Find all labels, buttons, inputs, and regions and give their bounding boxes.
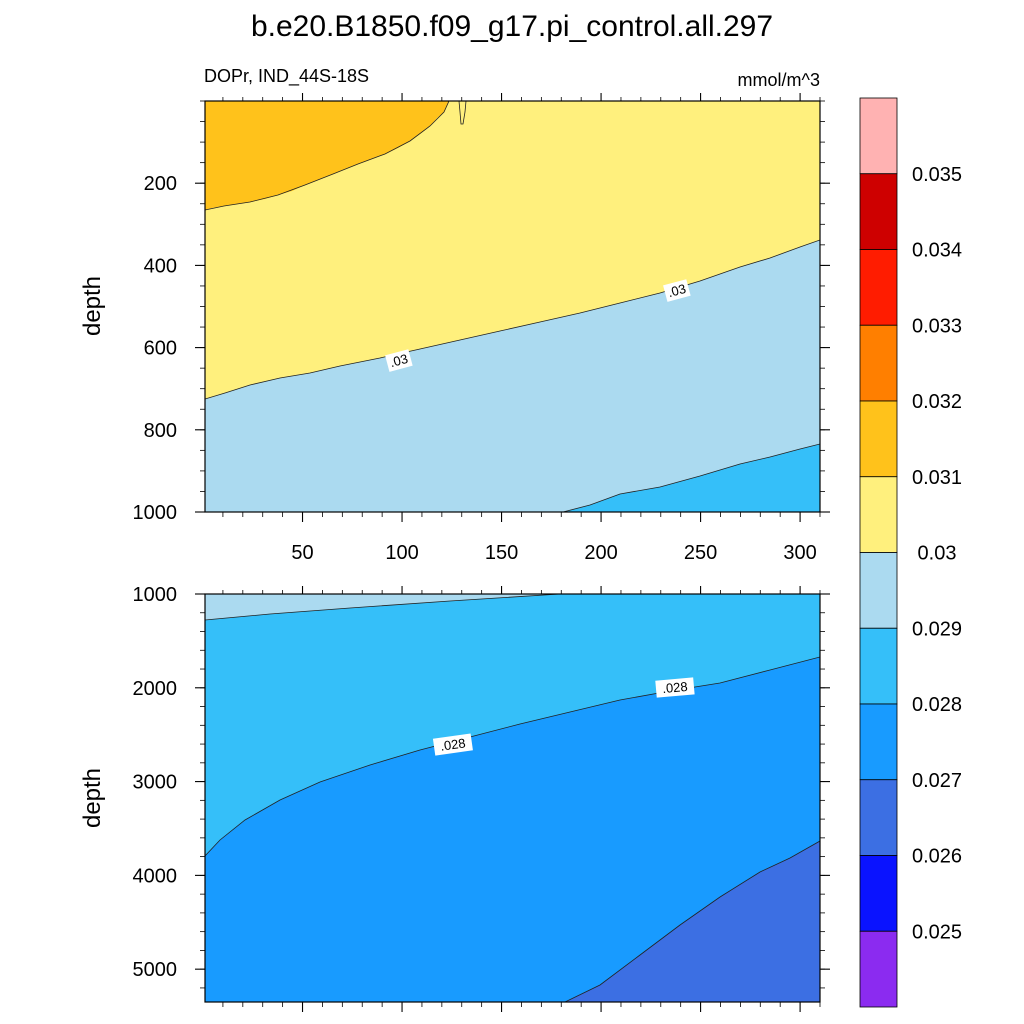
x-tick-label: 100 bbox=[385, 542, 418, 564]
y-tick-label: 1000 bbox=[133, 584, 178, 606]
y-tick-label: 4000 bbox=[133, 865, 178, 887]
contour-line-upper-030 bbox=[205, 239, 820, 400]
colorbar-label: 0.034 bbox=[912, 240, 962, 262]
y-tick-label: 2000 bbox=[133, 678, 178, 700]
contour-label-upper-a-text: .03 bbox=[388, 351, 409, 370]
colorbar-box bbox=[859, 703, 898, 781]
y-tick-label: 600 bbox=[144, 338, 177, 360]
contour-line-lower-029 bbox=[205, 594, 561, 621]
y-tick-label: 1000 bbox=[133, 502, 178, 524]
x-tick-label: 150 bbox=[485, 542, 518, 564]
x-tick-label: 300 bbox=[783, 542, 816, 564]
region-upper-3 bbox=[563, 444, 820, 512]
colorbar: 0.035 0.034 0.033 0.032 0.031 0.03 0.029 0.028 0… bbox=[859, 97, 962, 1008]
contour-label-lower-a-text: .028 bbox=[439, 735, 466, 753]
colorbar-box bbox=[859, 249, 898, 326]
region-upper-1 bbox=[205, 101, 449, 210]
lower-frame bbox=[204, 593, 821, 1003]
colorbar-box bbox=[859, 97, 898, 175]
colorbar-label: 0.031 bbox=[912, 467, 962, 489]
contour-label-lower-b-text: .028 bbox=[662, 679, 689, 696]
colorbar-box bbox=[859, 930, 898, 1008]
lower-ticks: 1000 2000 3000 4000 5000 bbox=[133, 584, 830, 1012]
colorbar-label: 0.032 bbox=[912, 391, 962, 413]
variable-label: DOPr, IND_44S-18S bbox=[204, 66, 369, 87]
colorbar-box bbox=[859, 476, 898, 553]
colorbar-label: 0.033 bbox=[912, 315, 962, 337]
contour-label-upper-a: .03 bbox=[385, 349, 413, 372]
region-lower-2 bbox=[205, 657, 820, 1002]
contour-line-lower-027 bbox=[564, 840, 820, 1002]
x-tick-label: 50 bbox=[291, 542, 313, 564]
colorbar-box bbox=[859, 855, 898, 932]
contour-line-upper-031 bbox=[205, 101, 450, 211]
upper-y-axis-label: depth bbox=[79, 276, 106, 336]
contour-label-upper-b-text: .03 bbox=[666, 281, 687, 300]
colorbar-label: 0.029 bbox=[912, 618, 962, 640]
colorbar-box bbox=[859, 173, 898, 250]
x-tick-label: 250 bbox=[684, 542, 717, 564]
colorbar-label: 0.027 bbox=[912, 770, 962, 792]
upper-panel: .03 .03 50 100 150 200 250 300 200 400 600 800 100… bbox=[79, 93, 830, 564]
y-tick-label: 800 bbox=[144, 420, 177, 442]
units-label: mmol/m^3 bbox=[738, 70, 820, 90]
region-lower-1 bbox=[205, 594, 560, 620]
colorbar-box bbox=[859, 627, 898, 705]
contour-label-upper-b: .03 bbox=[663, 279, 691, 302]
contour-line-upper-spike bbox=[458, 101, 467, 125]
colorbar-label: 0.028 bbox=[912, 694, 962, 716]
y-tick-label: 3000 bbox=[133, 772, 178, 794]
contour-label-lower-a: .028 bbox=[432, 733, 473, 756]
contour-label-lower-b: .028 bbox=[655, 677, 695, 698]
contour-line-upper-029 bbox=[562, 443, 820, 512]
figure-title: b.e20.B1850.f09_g17.pi_control.all.297 bbox=[251, 10, 773, 43]
x-tick-label: 200 bbox=[584, 542, 617, 564]
colorbar-box bbox=[859, 779, 898, 856]
colorbar-label: 0.025 bbox=[912, 921, 962, 943]
colorbar-box bbox=[859, 324, 898, 402]
colorbar-box bbox=[859, 400, 898, 478]
colorbar-box bbox=[859, 552, 898, 629]
lower-panel: .028 .028 1000 2000 3000 4000 5000 depth bbox=[79, 584, 830, 1012]
y-tick-label: 5000 bbox=[133, 959, 178, 981]
colorbar-label: 0.035 bbox=[912, 164, 962, 186]
upper-ticks: 50 100 150 200 250 300 200 400 600 800 1000 bbox=[133, 93, 830, 564]
colorbar-label: 0.026 bbox=[912, 846, 962, 868]
region-lower-3 bbox=[565, 841, 820, 1002]
lower-y-axis-label: depth bbox=[79, 768, 106, 828]
colorbar-label: 0.03 bbox=[918, 543, 957, 565]
region-upper-2 bbox=[205, 240, 820, 512]
y-tick-label: 400 bbox=[144, 255, 177, 277]
y-tick-label: 200 bbox=[144, 173, 177, 195]
